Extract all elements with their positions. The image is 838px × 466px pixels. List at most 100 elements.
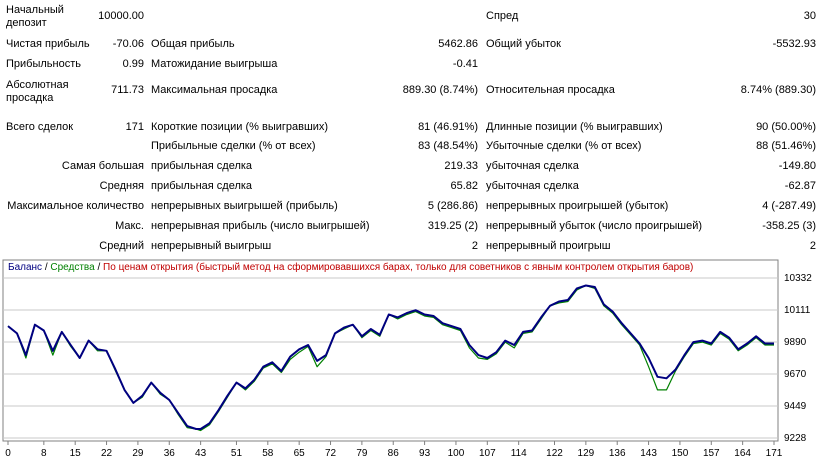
max-consecutive-loss-label: непрерывный убыток (число проигрышей)	[486, 220, 703, 232]
y-tick-label: 9449	[784, 401, 807, 412]
average-profit-label: прибыльная сделка	[151, 180, 253, 192]
largest-label: Самая большая	[61, 160, 144, 172]
total-trades-label: Всего сделок	[6, 121, 74, 133]
average-label: Средняя	[99, 180, 144, 192]
x-tick-label: 8	[41, 448, 47, 459]
avg-consecutive-losses-value: 2	[809, 240, 816, 252]
avg-consecutive-label: Средний	[99, 240, 144, 252]
relative-drawdown-value: 8.74% (889.30)	[740, 84, 816, 96]
profit-trades-label: Прибыльные сделки (% от всех)	[151, 140, 316, 152]
x-tick-label: 129	[578, 448, 595, 459]
largest-profit-value: 219.33	[444, 160, 478, 172]
expected-payoff-label: Матожидание выигрыша	[151, 58, 278, 70]
initial-deposit-label: Начальный депозит	[6, 4, 64, 29]
legend-equity: Средства	[50, 262, 95, 273]
x-tick-label: 93	[419, 448, 431, 459]
long-positions-value: 90 (50.00%)	[756, 121, 816, 133]
max-consecutive-profit-value: 319.25 (2)	[427, 220, 478, 232]
x-tick-label: 171	[766, 448, 783, 459]
legend-separator: /	[97, 262, 101, 273]
x-tick-label: 58	[262, 448, 274, 459]
y-axis: 10332 10111 9890 9670 9449 9228	[784, 273, 812, 444]
maximal-drawdown-label: Максимальная просадка	[151, 84, 278, 96]
x-tick-label: 51	[231, 448, 243, 459]
average-loss-label: убыточная сделка	[486, 180, 579, 192]
plot-frame	[2, 259, 779, 442]
legend-balance: Баланс	[8, 262, 43, 273]
x-tick-label: 164	[734, 448, 751, 459]
gross-loss-label: Общий убыток	[486, 38, 561, 50]
expected-payoff-value: -0.41	[452, 58, 478, 70]
x-tick-label: 15	[70, 448, 82, 459]
x-tick-label: 22	[101, 448, 113, 459]
legend-method-note: По ценам открытия (быстрый метод на сфор…	[103, 262, 694, 273]
x-tick-label: 86	[388, 448, 400, 459]
max-consecutive-amount-label: Макс.	[115, 220, 144, 232]
profit-factor-value: 0.99	[122, 58, 144, 70]
avg-consecutive-losses-label: непрерывный проигрыш	[486, 240, 611, 252]
loss-trades-label: Убыточные сделки (% от всех)	[486, 140, 642, 152]
absolute-drawdown-label: Абсолютная просадка	[6, 79, 69, 104]
y-tick-label: 9670	[784, 369, 807, 380]
largest-loss-value: -149.80	[778, 160, 816, 172]
x-tick-label: 65	[294, 448, 306, 459]
x-tick-label: 157	[703, 448, 720, 459]
short-positions-label: Короткие позиции (% выигравших)	[151, 121, 329, 133]
initial-deposit-value: 10000.00	[98, 10, 144, 22]
largest-loss-label: убыточная сделка	[486, 160, 579, 172]
max-consecutive-wins-label: непрерывных выигрышей (прибыль)	[151, 200, 338, 212]
gross-loss-value: -5532.93	[772, 38, 816, 50]
legend-separator: /	[44, 262, 48, 273]
x-tick-label: 122	[546, 448, 563, 459]
x-tick-label: 0	[5, 448, 11, 459]
x-tick-label: 150	[672, 448, 689, 459]
avg-consecutive-wins-label: непрерывный выигрыш	[151, 240, 272, 252]
x-axis: 0 8 15 22 29 36 43 51 58 65 72 79 86 93 100 107 114 122 12…	[5, 441, 783, 459]
max-consecutive-label: Максимальное количество	[7, 200, 144, 212]
loss-trades-value: 88 (51.46%)	[756, 140, 816, 152]
report-summary: Начальный депозит 10000.00 Спред 30 Чист…	[6, 4, 816, 252]
x-tick-label: 114	[511, 448, 527, 459]
y-tick-label: 9228	[784, 433, 807, 444]
short-positions-value: 81 (46.91%)	[418, 121, 478, 133]
average-loss-value: -62.87	[784, 180, 816, 192]
y-tick-label: 10111	[784, 305, 811, 316]
x-tick-label: 100	[448, 448, 465, 459]
profit-trades-value: 83 (48.54%)	[418, 140, 478, 152]
long-positions-label: Длинные позиции (% выигравших)	[486, 121, 663, 133]
x-tick-label: 29	[132, 448, 144, 459]
net-profit-label: Чистая прибыль	[6, 38, 90, 50]
spread-label: Спред	[486, 10, 519, 22]
max-consecutive-losses-label: непрерывных проигрышей (убыток)	[486, 200, 669, 212]
maximal-drawdown-value: 889.30 (8.74%)	[402, 84, 478, 96]
series-lines	[7, 284, 774, 432]
x-tick-label: 36	[164, 448, 176, 459]
max-consecutive-loss-value: -358.25 (3)	[762, 220, 816, 232]
max-consecutive-losses-value: 4 (-287.49)	[762, 200, 816, 212]
y-tick-label: 9890	[784, 337, 807, 348]
x-tick-label: 79	[356, 448, 368, 459]
gross-profit-value: 5462.86	[438, 38, 478, 50]
spread-value: 30	[803, 10, 816, 22]
absolute-drawdown-value: 711.73	[111, 84, 144, 96]
x-tick-label: 143	[640, 448, 657, 459]
x-tick-label: 72	[325, 448, 337, 459]
chart-legend: Баланс / Средства / По ценам открытия (б…	[8, 262, 693, 273]
max-consecutive-wins-value: 5 (286.86)	[427, 200, 478, 212]
balance-chart: 10332 10111 9890 9670 9449 9228 0 8 15 22 29 36 43 5…	[0, 258, 838, 463]
total-trades-value: 171	[125, 121, 144, 133]
grid	[3, 277, 778, 439]
max-consecutive-profit-label: непрерывная прибыль (число выигрышей)	[151, 220, 370, 232]
relative-drawdown-label: Относительная просадка	[486, 84, 615, 96]
chart-canvas: 10332 10111 9890 9670 9449 9228 0 8 15 22 29 36 43 5…	[2, 259, 812, 459]
balance-series-line	[7, 284, 774, 430]
average-profit-value: 65.82	[450, 180, 478, 192]
net-profit-value: -70.06	[112, 38, 144, 50]
y-tick-label: 10332	[784, 273, 812, 284]
gross-profit-label: Общая прибыль	[151, 38, 235, 50]
largest-profit-label: прибыльная сделка	[151, 160, 253, 172]
x-tick-label: 107	[479, 448, 496, 459]
avg-consecutive-wins-value: 2	[471, 240, 478, 252]
x-tick-label: 136	[609, 448, 626, 459]
profit-factor-label: Прибыльность	[6, 58, 81, 70]
